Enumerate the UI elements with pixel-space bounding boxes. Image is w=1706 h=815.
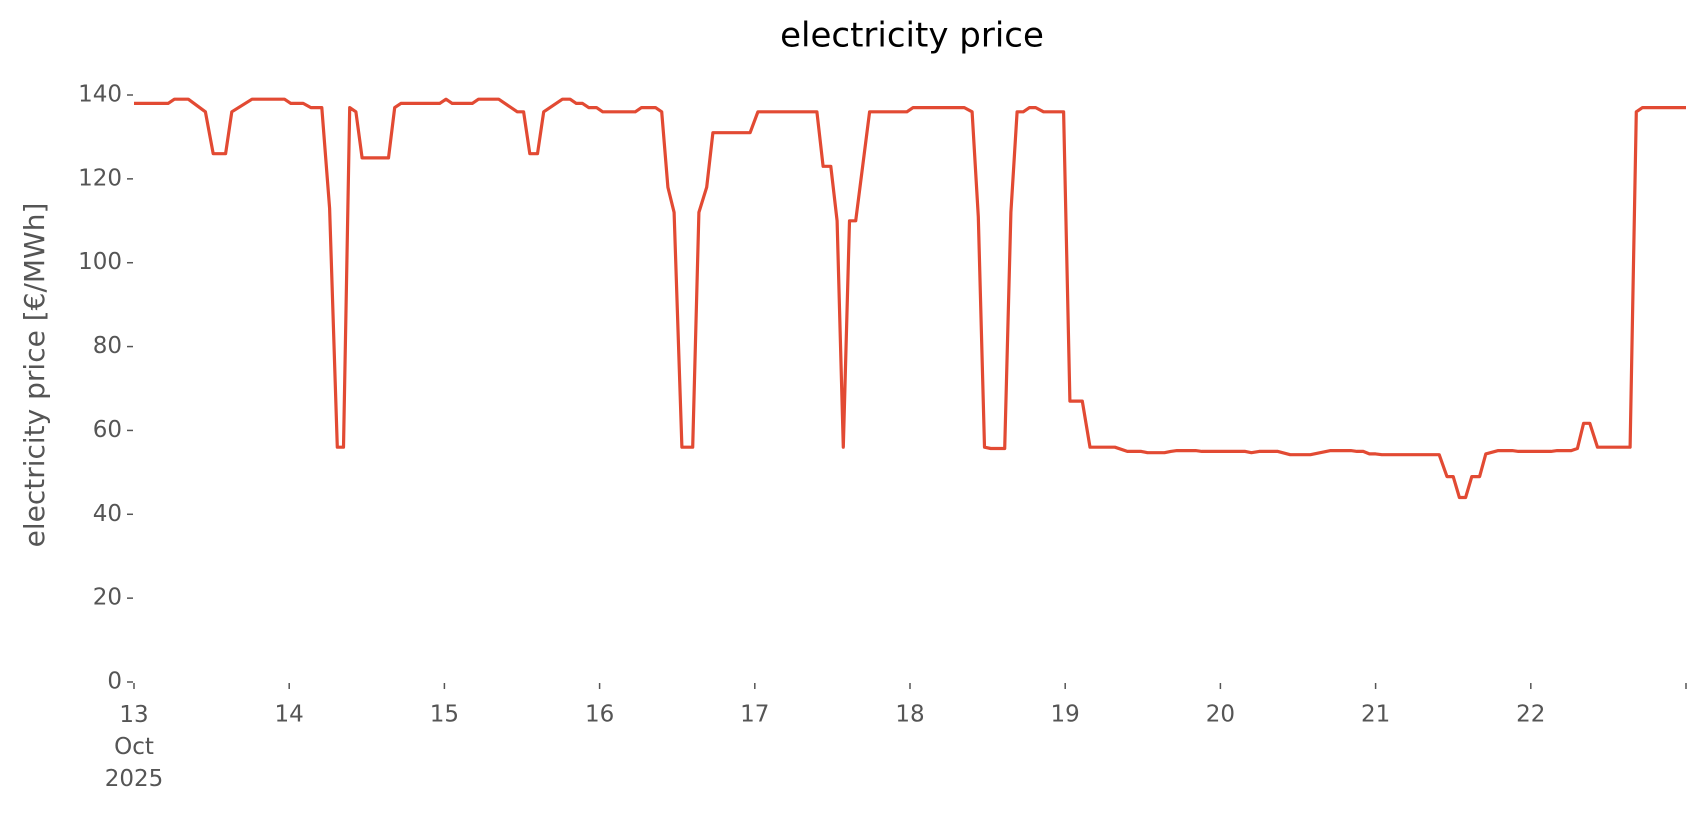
y-tick-label: 100: [78, 249, 122, 275]
y-tick-label: 0: [107, 669, 122, 695]
y-axis-label: electricity price [€/MWh]: [18, 203, 51, 548]
x-tick-label: 15: [430, 702, 459, 728]
x-tick-label: 14: [275, 702, 304, 728]
chart-title: electricity price: [780, 16, 1044, 56]
x-tick-label: 17: [740, 702, 769, 728]
y-tick-label: 80: [93, 333, 122, 359]
price-line: [134, 97, 1686, 500]
x-tick-label: 22: [1516, 702, 1545, 728]
x-tick-label: 18: [895, 702, 924, 728]
x-tick-label: 20: [1206, 702, 1235, 728]
y-tick-label: 20: [93, 585, 122, 611]
x-tick-label: 19: [1051, 702, 1080, 728]
x-tick-label: 21: [1361, 702, 1390, 728]
x-tick-label: 13 Oct 2025: [105, 702, 164, 792]
y-tick-label: 120: [78, 165, 122, 191]
y-tick-label: 40: [93, 501, 122, 527]
x-tick-label: 16: [585, 702, 614, 728]
y-tick-label: 60: [93, 417, 122, 443]
y-tick-label: 140: [78, 82, 122, 108]
